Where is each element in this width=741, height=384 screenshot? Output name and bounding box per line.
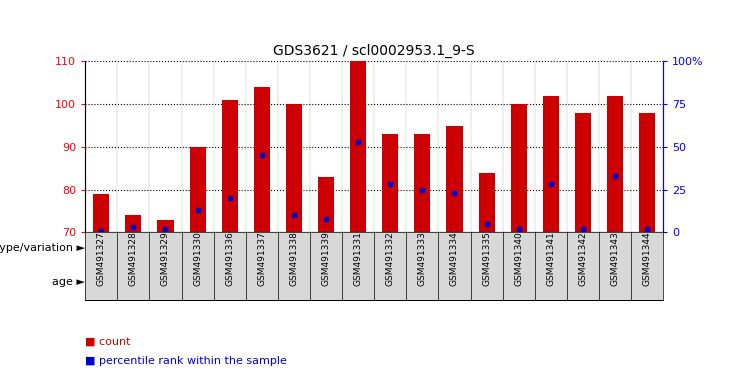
Text: ■ percentile rank within the sample: ■ percentile rank within the sample (85, 356, 287, 366)
Bar (446, 126, 462, 232)
Bar (350, 61, 366, 232)
Bar (286, 104, 302, 232)
Text: 24 m: 24 m (262, 276, 294, 289)
Bar (85, 234, 342, 263)
Bar (342, 267, 502, 300)
Bar (253, 87, 270, 232)
Text: 12 m: 12 m (406, 276, 439, 289)
Bar (93, 194, 110, 232)
Text: genotype/variation ►: genotype/variation ► (0, 243, 85, 253)
Bar (125, 215, 142, 232)
Text: wild type: wild type (185, 242, 242, 255)
Bar (639, 113, 655, 232)
Text: age ►: age ► (53, 278, 85, 288)
Bar (157, 220, 173, 232)
Bar (85, 232, 663, 384)
Bar (542, 96, 559, 232)
Bar (213, 267, 342, 300)
Text: 12 m: 12 m (133, 276, 165, 289)
Text: ■ count: ■ count (85, 337, 130, 347)
Bar (502, 267, 663, 300)
Text: YAC128: YAC128 (479, 242, 526, 255)
Bar (575, 113, 591, 232)
Text: 24 m: 24 m (567, 276, 599, 289)
Bar (342, 234, 663, 263)
Bar (190, 147, 205, 232)
Bar (222, 100, 238, 232)
Bar (318, 177, 334, 232)
Bar (479, 172, 495, 232)
Bar (85, 267, 213, 300)
Bar (607, 96, 623, 232)
Bar (414, 134, 431, 232)
Bar (511, 104, 527, 232)
Bar (382, 134, 399, 232)
Title: GDS3621 / scl0002953.1_9-S: GDS3621 / scl0002953.1_9-S (273, 43, 475, 58)
